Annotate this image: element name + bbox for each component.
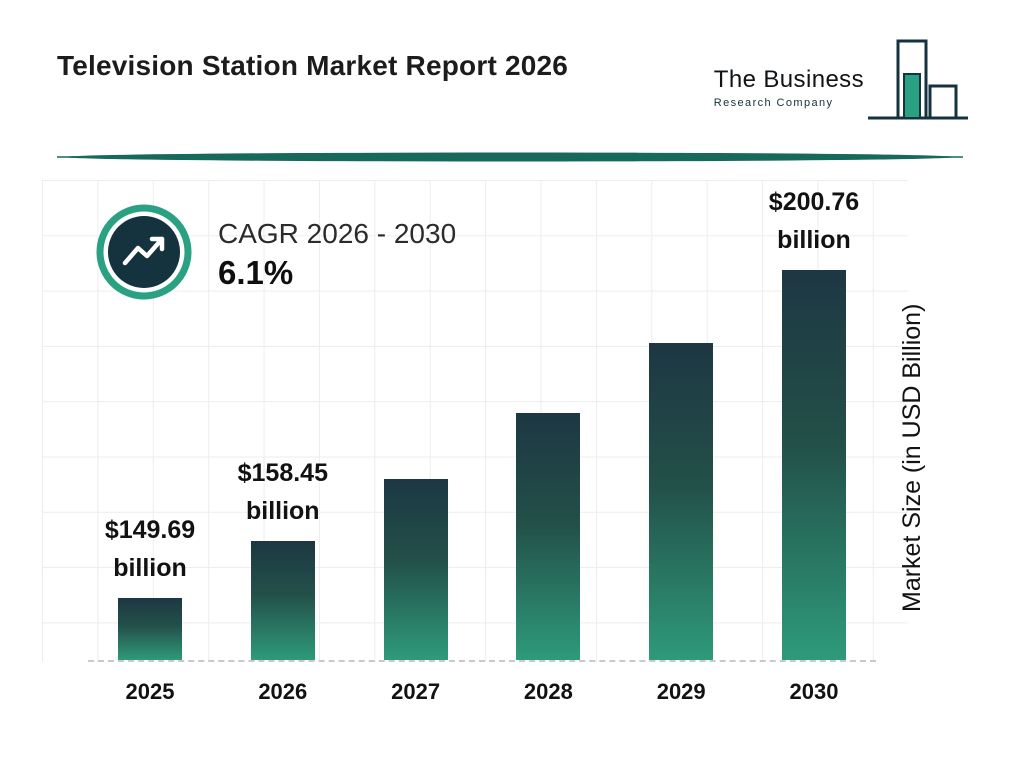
x-tick-2028: 2028 xyxy=(523,678,573,704)
company-logo: The Business Research Company xyxy=(714,36,968,131)
x-axis-baseline xyxy=(88,660,876,662)
bar-2030 xyxy=(781,270,846,660)
bar-column-2028: 2028 xyxy=(486,178,610,723)
logo-subtitle: Research Company xyxy=(713,97,834,109)
chart-area: $149.69 billion 2025 $158.45 billion 2026 2027… xyxy=(42,178,908,723)
y-axis-label: Market Size (in USD Billion) xyxy=(898,303,926,613)
page-title: Television Station Market Report 2026 xyxy=(57,50,569,81)
x-tick-2025: 2025 xyxy=(125,678,175,704)
bar-2027 xyxy=(383,479,448,660)
bar-column-2026: $158.45 billion 2026 xyxy=(221,178,345,723)
bar-column-2030: $200.76 billion 2030 xyxy=(752,178,876,723)
bar-value-label-2030: $200.76 billion xyxy=(768,187,860,255)
logo-text: The Business Research Company xyxy=(714,66,864,109)
x-tick-2027: 2027 xyxy=(391,678,441,704)
logo-bars-icon xyxy=(868,36,968,131)
x-tick-2026: 2026 xyxy=(258,678,308,704)
bar-column-2029: 2029 xyxy=(619,178,743,723)
bar-value-label-2025: $149.69 billion xyxy=(104,515,196,583)
bar-2025 xyxy=(118,598,182,660)
x-tick-2029: 2029 xyxy=(656,678,706,704)
bar-column-2027: 2027 xyxy=(354,178,478,723)
cagr-text: CAGR 2026 - 2030 6.1% xyxy=(218,218,456,292)
x-tick-2030: 2030 xyxy=(789,678,839,704)
growth-arrow-icon xyxy=(96,204,192,305)
bar-column-2025: $149.69 billion 2025 xyxy=(88,178,212,723)
divider-line xyxy=(57,150,963,164)
bar-2026 xyxy=(250,541,315,660)
logo-name: The Business xyxy=(713,66,864,93)
cagr-label: CAGR 2026 - 2030 xyxy=(218,217,457,249)
cagr-badge: CAGR 2026 - 2030 6.1% xyxy=(96,204,456,305)
bar-2028 xyxy=(516,413,581,660)
bar-chart: $149.69 billion 2025 $158.45 billion 2026 2027… xyxy=(88,178,876,723)
bar-value-label-2026: $158.45 billion xyxy=(237,458,328,526)
cagr-value: 6.1% xyxy=(218,253,294,291)
bar-2029 xyxy=(649,343,714,660)
